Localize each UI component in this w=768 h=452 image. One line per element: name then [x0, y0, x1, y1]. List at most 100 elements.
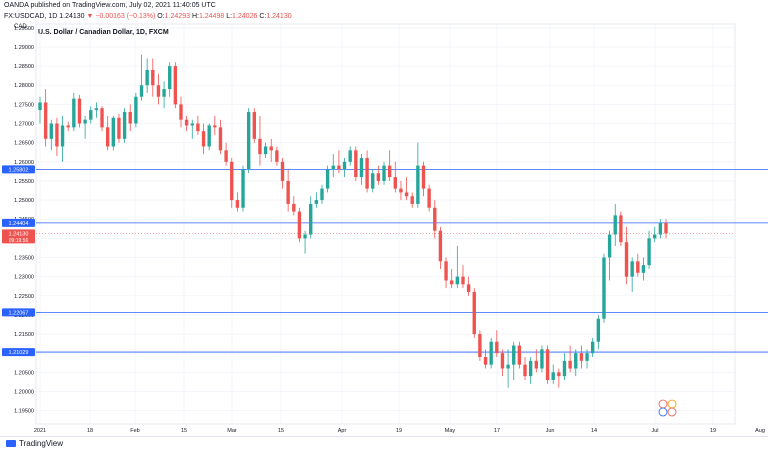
- candle-body: [100, 108, 104, 128]
- candle-body: [545, 349, 550, 380]
- candle-body: [297, 211, 302, 239]
- y-tick-label: 1.25000: [14, 198, 34, 204]
- candle-body: [466, 284, 471, 292]
- candle-body: [534, 360, 538, 369]
- candle-body: [574, 353, 578, 369]
- x-tick-label: 17: [494, 428, 500, 434]
- candle-body: [246, 112, 251, 170]
- candle-body: [399, 188, 403, 193]
- high-label: H:: [191, 13, 199, 20]
- candle-body: [111, 117, 116, 147]
- candle-body: [320, 188, 324, 201]
- current-price-tag: [2, 229, 35, 244]
- candle-body: [105, 127, 110, 147]
- candle-body: [201, 131, 206, 147]
- candle-body: [658, 223, 663, 235]
- candle-body: [472, 291, 476, 335]
- candle-body: [207, 125, 211, 147]
- brand[interactable]: TradingView: [6, 439, 63, 448]
- candle-body: [653, 234, 657, 239]
- candle-body: [77, 98, 82, 124]
- candle-body: [562, 360, 567, 377]
- candle-body: [489, 341, 493, 365]
- candle-body: [354, 150, 358, 178]
- x-tick-label: 19: [396, 428, 402, 434]
- candle-body: [162, 89, 166, 97]
- candle-body: [517, 345, 522, 365]
- y-tick-label: 1.23500: [14, 255, 34, 261]
- candle-body: [664, 223, 668, 234]
- y-tick-label: 1.26500: [14, 141, 34, 147]
- candle-body: [190, 123, 194, 126]
- candle-body: [512, 345, 516, 365]
- chart-title: U.S. Dollar / Canadian Dollar, 1D, FXCM: [38, 29, 169, 36]
- candle-body: [230, 161, 234, 201]
- candle-body: [156, 85, 161, 97]
- candle-body: [43, 102, 48, 139]
- y-tick-label: 1.29500: [14, 26, 34, 32]
- candle-body: [263, 146, 268, 155]
- candle-body: [478, 334, 482, 358]
- candle-body: [122, 112, 127, 139]
- candle-body: [585, 353, 589, 361]
- y-tick-label: 1.23000: [14, 275, 34, 281]
- level-tag-label: 1.24404: [9, 221, 29, 227]
- x-tick-label: 15: [278, 428, 284, 434]
- y-tick-label: 1.26000: [14, 160, 34, 166]
- y-tick-label: 1.29000: [14, 45, 34, 51]
- candle-body: [280, 161, 285, 181]
- candle-body: [337, 165, 341, 170]
- y-tick-label: 1.27500: [14, 102, 34, 108]
- y-tick-label: 1.20000: [14, 389, 34, 395]
- x-tick-label: May: [445, 428, 456, 434]
- price-chart[interactable]: CAD U.S. Dollar / Canadian Dollar, 1D, F…: [0, 0, 768, 436]
- candle-body: [331, 165, 335, 170]
- candle-body: [309, 203, 313, 235]
- candle-body: [579, 353, 584, 361]
- level-tag: [2, 308, 35, 317]
- y-tick-label: 1.28000: [14, 83, 34, 89]
- y-tick-label: 1.19500: [14, 409, 34, 415]
- y-tick-label: 1.22500: [14, 294, 34, 300]
- close-value: 1.24130: [266, 13, 292, 20]
- candle-body: [613, 215, 617, 235]
- candle-body: [647, 238, 651, 266]
- candle-body: [314, 200, 319, 204]
- open-label: O:: [157, 13, 165, 20]
- candle-body: [269, 146, 273, 151]
- x-tick-label: Aug: [755, 428, 765, 434]
- candle-body: [523, 364, 527, 377]
- candle-body: [196, 123, 200, 132]
- candle-body: [596, 318, 601, 342]
- candle-body: [540, 349, 544, 369]
- candle-body: [568, 360, 572, 369]
- x-tick-label: Mar: [227, 428, 237, 434]
- plot-frame: [35, 23, 736, 425]
- countdown-label: 09:19:56: [9, 238, 29, 244]
- candle-body: [410, 196, 414, 204]
- candle-body: [66, 125, 70, 128]
- candle-body: [94, 108, 99, 111]
- candle-body: [49, 123, 53, 139]
- candle-body: [619, 215, 623, 243]
- candle-body: [382, 165, 386, 181]
- candle-body: [495, 341, 499, 354]
- candle-body: [275, 150, 279, 162]
- candle-body: [252, 112, 256, 139]
- x-tick-label: Jun: [546, 428, 555, 434]
- tradingview-logo-icon: [6, 440, 16, 447]
- level-tag: [2, 218, 35, 227]
- candle-body: [427, 188, 431, 208]
- candle-body: [365, 157, 369, 189]
- candle-body: [416, 165, 420, 204]
- candle-body: [528, 360, 533, 377]
- candle-body: [117, 117, 121, 139]
- candle-body: [404, 192, 409, 197]
- candle-body: [179, 104, 183, 120]
- candle-body: [348, 150, 352, 162]
- candle-body: [624, 242, 629, 277]
- candle-body: [173, 66, 178, 105]
- y-tick-label: 1.27000: [14, 122, 34, 128]
- footer-bar: TradingView: [0, 436, 768, 452]
- candle-body: [641, 265, 646, 273]
